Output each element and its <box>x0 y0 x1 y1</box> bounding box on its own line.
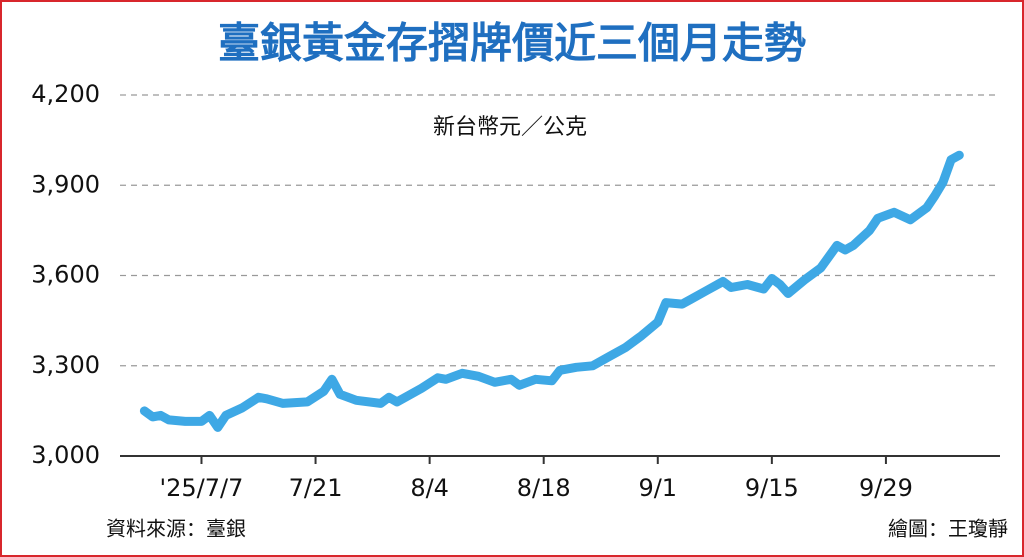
credit: 繪圖：王瓊靜 <box>888 517 1008 541</box>
x-tick-label: 9/29 <box>859 474 913 502</box>
x-tick-label: 8/4 <box>410 474 449 502</box>
x-tick-label: 7/21 <box>289 474 343 502</box>
y-tick-label: 3,000 <box>31 441 100 469</box>
y-tick-label: 3,600 <box>31 261 100 289</box>
x-tick-label: '25/7/7 <box>160 474 244 502</box>
unit-label: 新台幣元／公克 <box>433 115 587 140</box>
chart-title: 臺銀黃金存摺牌價近三個月走勢 <box>218 19 806 68</box>
source: 資料來源：臺銀 <box>106 517 246 541</box>
x-tick-label: 9/1 <box>638 474 677 502</box>
y-tick-label: 3,300 <box>31 351 100 379</box>
x-tick-label: 8/18 <box>517 474 571 502</box>
x-tick-label: 9/15 <box>745 474 799 502</box>
y-tick-label: 3,900 <box>31 170 100 198</box>
y-tick-label: 4,200 <box>31 80 100 108</box>
price-line <box>139 150 964 432</box>
